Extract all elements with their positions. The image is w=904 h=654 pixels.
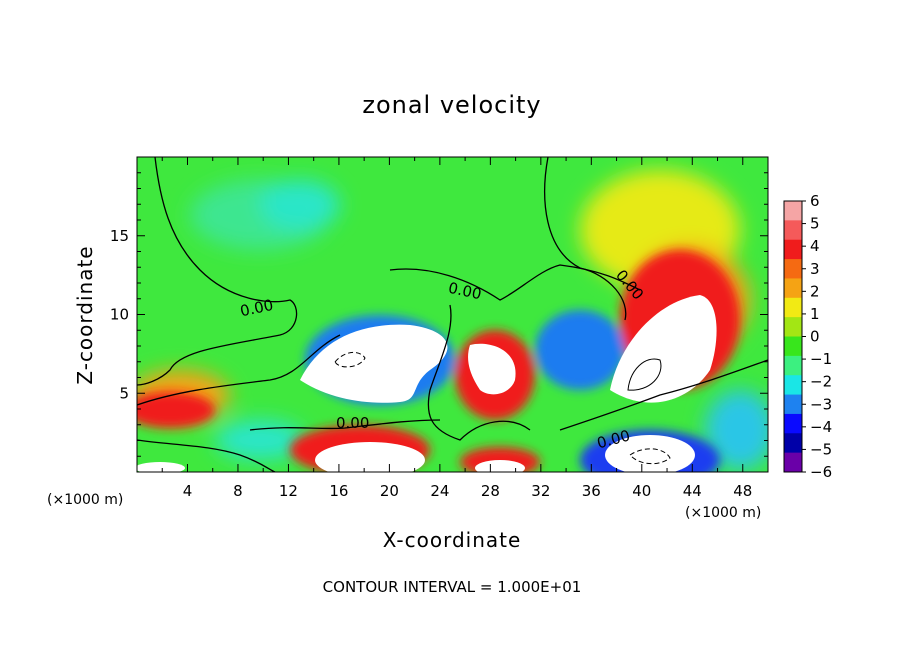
colorbar-swatch bbox=[784, 413, 802, 434]
colorbar-swatch bbox=[784, 336, 802, 357]
x-axis-label: X-coordinate bbox=[383, 528, 522, 552]
x-unit-label: (×1000 m) bbox=[47, 492, 123, 508]
contour-label: 0.00 bbox=[336, 414, 369, 432]
x-tick-label: 24 bbox=[430, 482, 449, 500]
colorbar: 6 5 4 3 2 1 0 −1 −2 −3 −4 −5 −6 bbox=[783, 192, 832, 481]
x-tick-label: 8 bbox=[233, 482, 243, 500]
x-tick-label: 40 bbox=[632, 482, 651, 500]
contour-interval-note: CONTOUR INTERVAL = 1.000E+01 bbox=[323, 578, 582, 596]
colorbar-swatch bbox=[784, 375, 802, 396]
colorbar-tick-label: 2 bbox=[810, 282, 820, 300]
chart-title: zonal velocity bbox=[362, 91, 541, 119]
x-tick-label: 20 bbox=[380, 482, 399, 500]
x-tick-label: 36 bbox=[582, 482, 601, 500]
colorbar-tick-label: −6 bbox=[810, 463, 832, 481]
x-tick-label: 48 bbox=[733, 482, 752, 500]
velocity-field bbox=[137, 157, 768, 472]
y-axis-ticks: 5 10 15 bbox=[110, 172, 768, 457]
colorbar-swatch bbox=[784, 355, 802, 376]
colorbar-swatch bbox=[784, 317, 802, 337]
y-tick-label: 5 bbox=[119, 384, 129, 402]
x-unit-label-right: (×1000 m) bbox=[685, 505, 761, 521]
x-tick-label: 12 bbox=[279, 482, 298, 500]
colorbar-tick-label: −5 bbox=[810, 440, 832, 458]
y-axis-label: Z-coordinate bbox=[73, 245, 97, 384]
colorbar-swatch bbox=[784, 239, 802, 260]
colorbar-swatch bbox=[784, 220, 802, 241]
x-tick-label: 44 bbox=[683, 482, 702, 500]
x-tick-label: 4 bbox=[183, 482, 193, 500]
colorbar-tick-label: 0 bbox=[810, 328, 820, 346]
y-tick-label: 15 bbox=[110, 227, 129, 245]
colorbar-swatch bbox=[784, 433, 802, 454]
colorbar-tick-label: −3 bbox=[810, 395, 832, 413]
colorbar-tick-label: 6 bbox=[810, 192, 820, 210]
colorbar-tick-label: 5 bbox=[810, 215, 820, 233]
colorbar-tick-label: −2 bbox=[810, 373, 832, 391]
colorbar-tick-label: −1 bbox=[810, 350, 832, 368]
colorbar-swatch bbox=[784, 278, 802, 299]
colorbar-swatch bbox=[784, 394, 802, 415]
x-tick-label: 16 bbox=[329, 482, 348, 500]
x-tick-label: 28 bbox=[481, 482, 500, 500]
x-axis-ticks: 4 8 12 16 20 24 28 32 36 40 44 48 bbox=[161, 157, 752, 500]
x-tick-label: 32 bbox=[531, 482, 550, 500]
colorbar-swatch bbox=[784, 259, 802, 279]
colorbar-tick-label: −4 bbox=[810, 418, 832, 436]
colorbar-swatch bbox=[784, 297, 802, 318]
y-tick-label: 10 bbox=[110, 306, 129, 324]
colorbar-swatch bbox=[784, 452, 802, 473]
colorbar-tick-label: 3 bbox=[810, 260, 820, 278]
colorbar-swatch bbox=[784, 201, 802, 221]
colorbar-tick-label: 4 bbox=[810, 237, 820, 255]
colorbar-tick-label: 1 bbox=[810, 305, 820, 323]
